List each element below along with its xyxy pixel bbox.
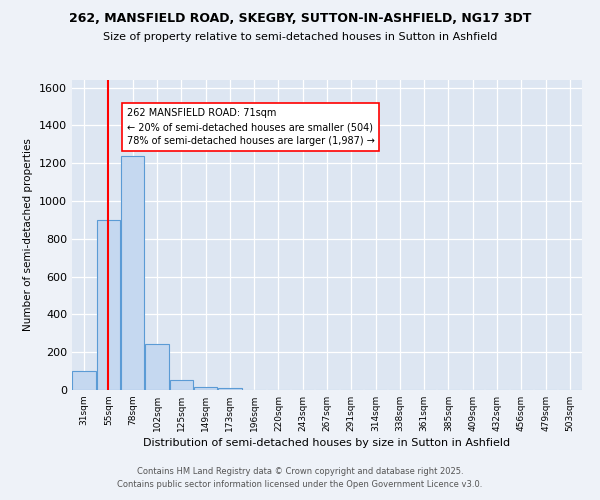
Y-axis label: Number of semi-detached properties: Number of semi-detached properties [23,138,34,332]
Text: 262, MANSFIELD ROAD, SKEGBY, SUTTON-IN-ASHFIELD, NG17 3DT: 262, MANSFIELD ROAD, SKEGBY, SUTTON-IN-A… [69,12,531,26]
Bar [121,156,145,390]
Bar [170,380,193,390]
Text: 262 MANSFIELD ROAD: 71sqm
← 20% of semi-detached houses are smaller (504)
78% of: 262 MANSFIELD ROAD: 71sqm ← 20% of semi-… [127,108,374,146]
X-axis label: Distribution of semi-detached houses by size in Sutton in Ashfield: Distribution of semi-detached houses by … [143,438,511,448]
Text: Contains public sector information licensed under the Open Government Licence v3: Contains public sector information licen… [118,480,482,489]
Bar [145,344,169,390]
Bar [194,387,217,390]
Text: Size of property relative to semi-detached houses in Sutton in Ashfield: Size of property relative to semi-detach… [103,32,497,42]
Text: Contains HM Land Registry data © Crown copyright and database right 2025.: Contains HM Land Registry data © Crown c… [137,467,463,476]
Bar [218,388,242,390]
Bar [73,371,96,390]
Bar [97,220,120,390]
